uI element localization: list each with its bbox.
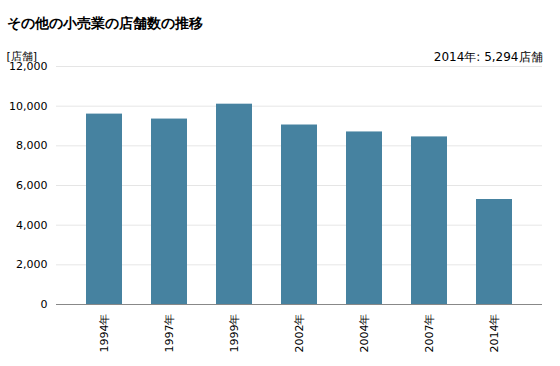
svg-text:2004年: 2004年 — [358, 314, 371, 353]
svg-text:10,000: 10,000 — [9, 100, 48, 113]
svg-text:2002年: 2002年 — [293, 314, 306, 353]
svg-text:2014年: 5,294店舗: 2014年: 5,294店舗 — [434, 50, 543, 64]
svg-text:0: 0 — [41, 298, 48, 311]
svg-text:12,000: 12,000 — [9, 60, 48, 73]
svg-text:2014年: 2014年 — [488, 314, 501, 353]
svg-text:1997年: 1997年 — [163, 314, 176, 353]
svg-text:1999年: 1999年 — [228, 314, 241, 353]
svg-text:2,000: 2,000 — [16, 258, 48, 271]
svg-text:6,000: 6,000 — [16, 179, 48, 192]
svg-text:2007年: 2007年 — [423, 314, 436, 353]
svg-text:4,000: 4,000 — [16, 219, 48, 232]
svg-text:8,000: 8,000 — [16, 139, 48, 152]
svg-text:[店舗]: [店舗] — [7, 50, 38, 63]
svg-text:1994年: 1994年 — [98, 314, 111, 353]
svg-text:その他の小売業の店舗数の推移: その他の小売業の店舗数の推移 — [7, 15, 203, 31]
